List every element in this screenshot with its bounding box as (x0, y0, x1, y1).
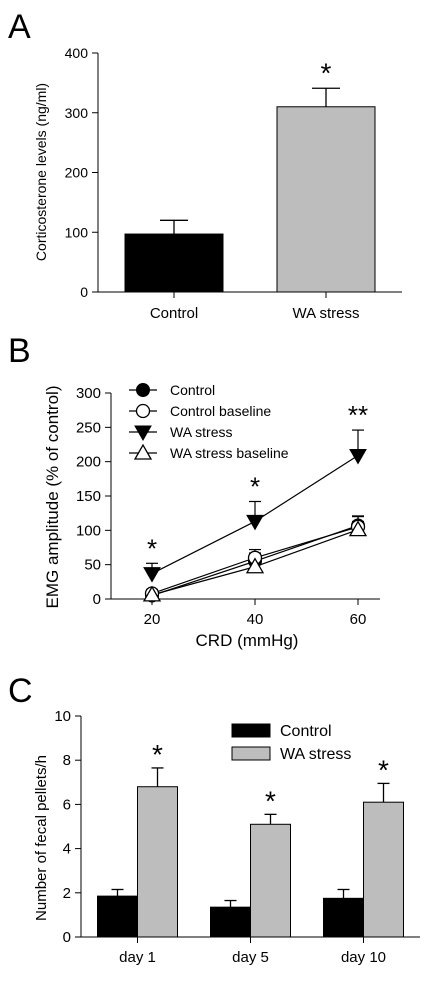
data-point-b (246, 514, 264, 531)
panel-label-b: B (8, 332, 31, 370)
legend-label-c: WA stress (280, 746, 351, 763)
data-point-b (245, 557, 265, 574)
significance-label-c: * (265, 785, 276, 816)
panel-b: B EMG amplitude (% of control) CRD (mmHg… (0, 330, 431, 660)
y-tick-label-c: 0 (63, 929, 71, 946)
y-tick-label-b: 150 (76, 488, 101, 505)
ylabel-c: Number of fecal pellets/h (33, 755, 50, 921)
x-tick-label-b: 60 (350, 611, 367, 628)
y-tick-label-b: 100 (76, 522, 101, 539)
chart-b: B EMG amplitude (% of control) CRD (mmHg… (8, 332, 380, 650)
plot-area-c: 0 2 4 6 8 10 day 1 * day 5 * day 10 * Control WA stre… (54, 708, 420, 966)
x-tick-label-b: 20 (144, 611, 161, 628)
y-tick-label-a: 300 (65, 105, 89, 121)
xlabel-b: CRD (mmHg) (196, 631, 299, 650)
y-tick-label-b: 0 (93, 591, 101, 608)
panel-c: C Number of fecal pellets/h 0 2 4 6 8 10 day 1… (0, 660, 431, 976)
y-tick-label-a: 100 (65, 224, 89, 240)
x-tick-label-c: day 10 (341, 949, 386, 966)
panel-label-a: A (8, 8, 31, 46)
bar-c (250, 823, 291, 938)
y-tick-label-a: 0 (80, 284, 88, 300)
data-point-b (348, 520, 368, 537)
legend-marker-b (133, 443, 153, 460)
x-tick-label-b: 40 (247, 611, 264, 628)
y-tick-label-c: 8 (63, 752, 71, 769)
bar-c (97, 895, 138, 938)
legend-marker-b (134, 425, 152, 442)
y-tick-label-c: 4 (63, 841, 71, 858)
ylabel-b: EMG amplitude (% of control) (43, 386, 62, 609)
y-tick-label-b: 300 (76, 385, 101, 402)
bar-c (363, 801, 404, 938)
significance-label-c: * (378, 754, 389, 785)
significance-label-b: * (147, 533, 157, 563)
y-tick-label-b: 50 (84, 557, 101, 574)
legend-swatch-c (231, 746, 271, 761)
legend-marker-b (135, 403, 151, 419)
x-tick-label-c: day 5 (232, 949, 269, 966)
y-tick-label-b: 200 (76, 454, 101, 471)
significance-label-b: * (250, 471, 260, 501)
y-tick-label-a: 400 (65, 45, 89, 61)
data-point-b (143, 567, 161, 583)
y-tick-label-a: 200 (65, 165, 89, 181)
y-tick-label-c: 10 (54, 708, 71, 725)
plot-area-a: 0 100 200 300 400 Control WA stress * (65, 45, 402, 322)
chart-c: C Number of fecal pellets/h 0 2 4 6 8 10 day 1… (8, 672, 420, 966)
panel-a: A Corticosterone levels (ng/ml) 0 100 200 3… (0, 0, 431, 330)
panel-label-c: C (8, 672, 33, 710)
legend-label-b: Control baseline (170, 403, 271, 419)
x-tick-label-a: WA stress (293, 305, 360, 322)
legend-swatch-c (231, 723, 271, 738)
x-tick-label-a: Control (150, 305, 198, 322)
bar-a (276, 106, 376, 293)
significance-label-c: * (152, 739, 163, 770)
bar-c (210, 906, 251, 938)
bar-c (137, 786, 178, 938)
data-point-b (349, 448, 367, 465)
bar-c (323, 897, 364, 938)
legend-label-c: Control (280, 723, 332, 740)
y-tick-label-b: 250 (76, 419, 101, 436)
legend-label-b: WA stress (170, 424, 233, 440)
legend-label-b: WA stress baseline (170, 445, 289, 461)
ylabel-a: Corticosterone levels (ng/ml) (33, 83, 49, 261)
data-point-b (142, 585, 162, 602)
significance-label-b: ** (348, 400, 368, 430)
bar-a (124, 233, 224, 293)
significance-label-a: * (321, 57, 332, 88)
legend-label-b: Control (170, 382, 215, 398)
chart-a: A Corticosterone levels (ng/ml) 0 100 200 3… (8, 8, 402, 322)
y-tick-label-c: 2 (63, 885, 71, 902)
legend-marker-b (136, 383, 150, 397)
x-tick-label-c: day 1 (119, 949, 156, 966)
y-tick-label-c: 6 (63, 796, 71, 813)
